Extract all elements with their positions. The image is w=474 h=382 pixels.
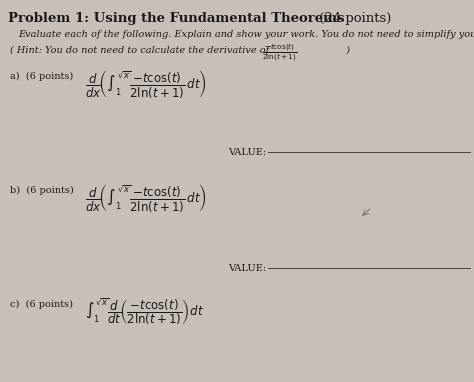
Text: b)  (6 points): b) (6 points) — [10, 186, 74, 195]
Text: a)  (6 points): a) (6 points) — [10, 72, 73, 81]
Text: ): ) — [340, 46, 350, 55]
Text: VALUE:: VALUE: — [228, 148, 266, 157]
Text: VALUE:: VALUE: — [228, 264, 266, 273]
Text: ( Hint: You do not need to calculate the derivative of: ( Hint: You do not need to calculate the… — [10, 46, 269, 55]
Text: (24 points): (24 points) — [315, 12, 392, 25]
Text: Problem 1: Using the Fundamental Theorems: Problem 1: Using the Fundamental Theorem… — [8, 12, 345, 25]
Text: $\int_{1}^{\sqrt{x}} \dfrac{d}{dt}\!\left(\dfrac{-t\cos(t)}{2\ln(t+1)}\right) dt: $\int_{1}^{\sqrt{x}} \dfrac{d}{dt}\!\lef… — [85, 296, 204, 327]
Text: $\dfrac{d}{dx}\!\left(\int_{1}^{\sqrt{x}} \dfrac{-t\cos(t)}{2\ln(t+1)}\, dt\righ: $\dfrac{d}{dx}\!\left(\int_{1}^{\sqrt{x}… — [85, 68, 207, 100]
Text: c)  (6 points): c) (6 points) — [10, 300, 73, 309]
Text: Evaluate each of the following. Explain and show your work. You do not need to s: Evaluate each of the following. Explain … — [18, 30, 474, 39]
Text: $\dfrac{d}{dx}\!\left(\int_{1}^{\sqrt{x}} \dfrac{-t\cos(t)}{2\ln(t+1)}\, dt\righ: $\dfrac{d}{dx}\!\left(\int_{1}^{\sqrt{x}… — [85, 182, 207, 214]
Text: $\frac{-t\cos(t)}{2\ln(t+1)}$: $\frac{-t\cos(t)}{2\ln(t+1)}$ — [262, 43, 297, 65]
